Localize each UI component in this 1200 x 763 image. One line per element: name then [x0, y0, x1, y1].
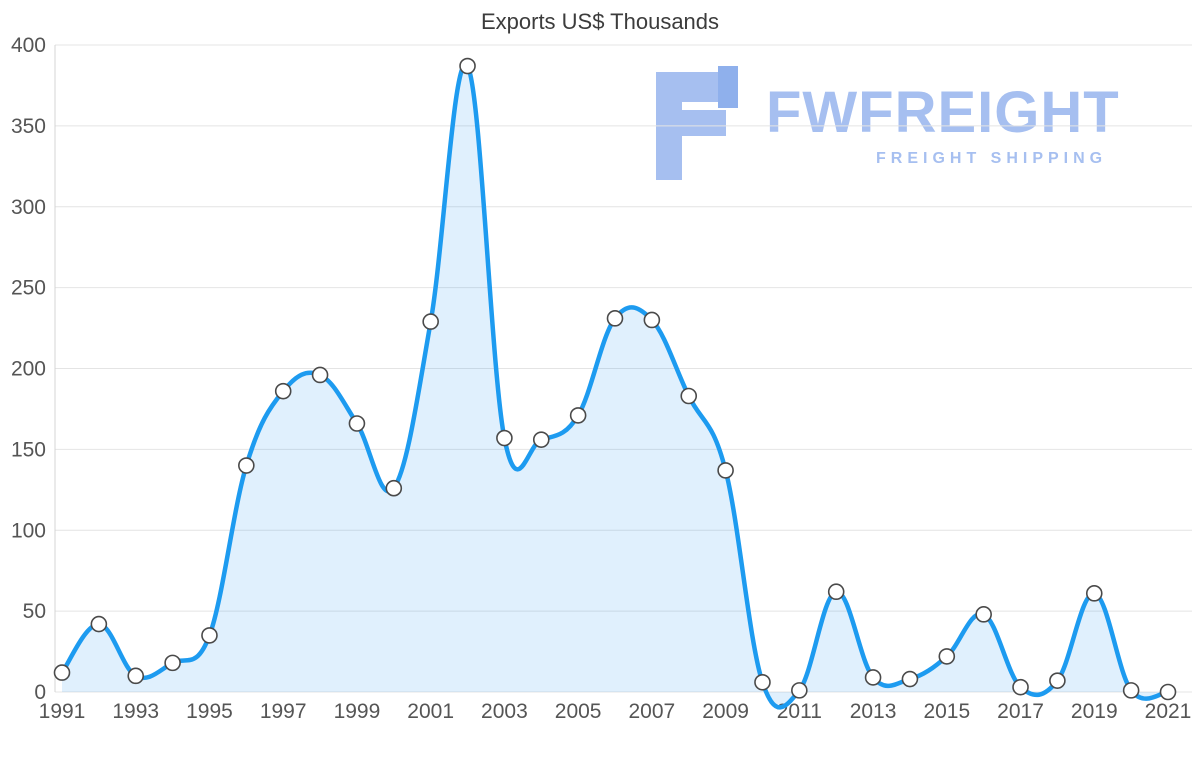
- data-point-2016[interactable]: [975, 606, 992, 623]
- chart-title: Exports US$ Thousands: [480, 9, 720, 34]
- data-point-2014[interactable]: [901, 670, 919, 688]
- x-axis-tick-label: 2001: [407, 700, 454, 723]
- data-point-1998[interactable]: [311, 366, 329, 384]
- y-axis-tick-label: 250: [11, 277, 46, 300]
- x-axis-tick-label: 2021: [1145, 700, 1192, 723]
- data-point-1996[interactable]: [238, 457, 255, 474]
- x-axis-tick-label: 1993: [112, 700, 159, 723]
- x-axis-tick-label: 2005: [555, 700, 602, 723]
- data-point-2006[interactable]: [606, 310, 624, 327]
- data-point-2011[interactable]: [791, 682, 808, 699]
- logo-text: FWFREIGHT: [766, 80, 1120, 145]
- data-point-1997[interactable]: [274, 382, 292, 400]
- data-point-2004[interactable]: [532, 431, 550, 448]
- data-point-2001[interactable]: [422, 313, 439, 330]
- y-axis-tick-label: 200: [11, 358, 46, 381]
- y-axis-tick-label: 0: [34, 681, 46, 704]
- data-point-1991[interactable]: [53, 664, 71, 681]
- fwfreight-logo: FWFREIGHT FREIGHT SHIPPING: [648, 66, 1158, 186]
- x-axis-tick-label: 1995: [186, 700, 233, 723]
- data-point-1999[interactable]: [348, 415, 366, 432]
- data-point-2000[interactable]: [385, 479, 403, 497]
- data-point-2008[interactable]: [680, 387, 698, 405]
- data-point-1995[interactable]: [201, 627, 218, 644]
- x-axis-tick-label: 2013: [850, 700, 897, 723]
- x-axis-tick-label: 2003: [481, 700, 528, 723]
- y-axis-tick-label: 400: [11, 34, 46, 57]
- data-point-2020[interactable]: [1122, 682, 1140, 699]
- data-point-2015[interactable]: [938, 648, 956, 665]
- x-axis-tick-label: 2017: [997, 700, 1044, 723]
- data-point-2019[interactable]: [1085, 585, 1103, 602]
- data-point-2003[interactable]: [496, 429, 513, 447]
- data-point-2002[interactable]: [459, 57, 476, 75]
- data-point-2009[interactable]: [717, 462, 734, 479]
- data-point-1994[interactable]: [164, 654, 181, 672]
- logo-tagline: FREIGHT SHIPPING: [876, 150, 1108, 167]
- x-axis-tick-label: 1997: [260, 700, 307, 723]
- x-axis-tick-label: 2015: [923, 700, 970, 723]
- x-axis-tick-label: 2009: [702, 700, 749, 723]
- y-axis-tick-label: 50: [23, 600, 46, 623]
- x-axis-tick-label: 1999: [334, 700, 381, 723]
- data-point-2010[interactable]: [754, 673, 771, 691]
- data-point-1993[interactable]: [127, 667, 145, 685]
- x-axis-tick-label: 2007: [629, 700, 676, 723]
- y-axis-tick-label: 300: [11, 196, 46, 219]
- data-point-2018[interactable]: [1049, 672, 1066, 689]
- data-point-2017[interactable]: [1012, 678, 1029, 696]
- data-point-2021[interactable]: [1159, 683, 1177, 701]
- x-axis-tick-label: 2019: [1071, 700, 1118, 723]
- data-point-1992[interactable]: [90, 615, 108, 633]
- logo-text-column: FWFREIGHT FREIGHT SHIPPING: [766, 66, 1120, 168]
- series-area-fill: [62, 64, 1168, 708]
- data-point-2012[interactable]: [827, 583, 845, 601]
- data-point-2013[interactable]: [864, 669, 882, 686]
- data-point-2007[interactable]: [643, 311, 661, 329]
- x-axis-tick-label: 1991: [39, 700, 86, 723]
- y-axis-tick-label: 100: [11, 519, 46, 542]
- y-axis-tick-label: 350: [11, 115, 46, 138]
- y-axis-tick-label: 150: [11, 438, 46, 461]
- data-point-2005[interactable]: [569, 407, 587, 424]
